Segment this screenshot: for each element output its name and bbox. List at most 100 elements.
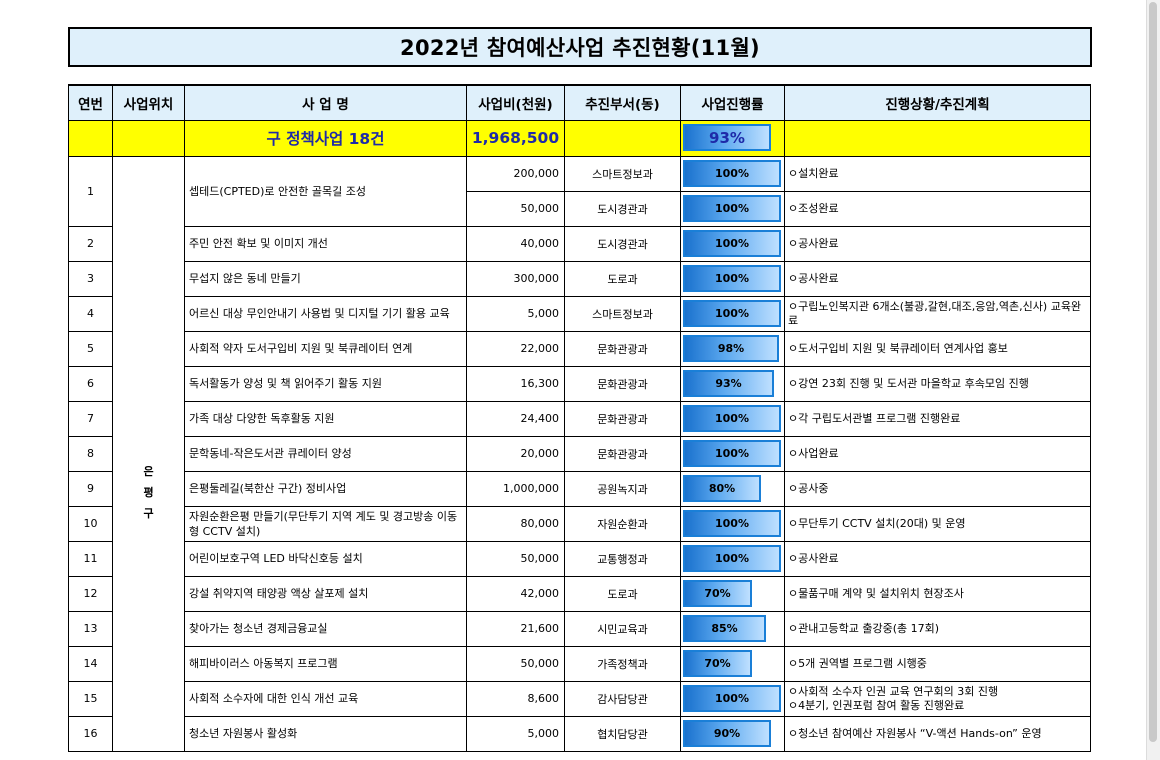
progress-bar-track: 100% xyxy=(682,192,784,225)
progress-bar-track: 100% xyxy=(682,682,784,715)
progress-bar: 100% xyxy=(683,300,781,327)
project-amount-cell: 80,000 xyxy=(466,505,565,542)
col-header-status: 진행상황/추진계획 xyxy=(784,84,1091,121)
table-row: 8 문학동네-작은도서관 큐레이터 양성 20,000 문화관광과 100% ㅇ사업완료 xyxy=(68,435,1091,472)
project-status-cell: ㅇ공사완료 xyxy=(784,540,1091,577)
summary-location-cell xyxy=(112,119,185,157)
location-cell: 은 평 구 xyxy=(112,155,185,752)
project-status-cell: ㅇ무단투기 CCTV 설치(20대) 및 운영 xyxy=(784,505,1091,542)
row-no-cell: 6 xyxy=(68,365,113,402)
row-no-cell: 9 xyxy=(68,470,113,507)
project-amount-cell: 1,000,000 xyxy=(466,470,565,507)
progress-bar: 98% xyxy=(683,335,779,362)
project-amount-cell: 50,000 xyxy=(466,190,565,227)
row-no-cell: 13 xyxy=(68,610,113,647)
project-status-cell: ㅇ관내고등학교 출강중(총 17회) xyxy=(784,610,1091,647)
project-status-cell: ㅇ강연 23회 진행 및 도서관 마을학교 후속모임 진행 xyxy=(784,365,1091,402)
progress-cell: 80% xyxy=(680,470,785,507)
progress-bar: 100% xyxy=(683,160,781,187)
page-title: 2022년 참여예산사업 추진현황(11월) xyxy=(400,36,760,60)
progress-bar: 70% xyxy=(683,650,752,677)
progress-bar: 100% xyxy=(683,685,781,712)
progress-cell: 85% xyxy=(680,610,785,647)
project-dept-cell: 문화관광과 xyxy=(564,435,681,472)
project-amount-cell: 20,000 xyxy=(466,435,565,472)
progress-cell: 100% xyxy=(680,295,785,332)
summary-no-cell xyxy=(68,119,113,157)
progress-bar-track: 100% xyxy=(682,227,784,260)
project-dept-cell: 스마트정보과 xyxy=(564,155,681,192)
progress-bar: 100% xyxy=(683,195,781,222)
progress-bar: 100% xyxy=(683,405,781,432)
project-dept-cell: 도로과 xyxy=(564,575,681,612)
project-name-cell: 주민 안전 확보 및 이미지 개선 xyxy=(184,225,467,262)
progress-label: 100% xyxy=(715,237,749,250)
project-amount-cell: 24,400 xyxy=(466,400,565,437)
project-name-cell: 해피바이러스 아동복지 프로그램 xyxy=(184,645,467,682)
summary-row: 구 정책사업 18건 1,968,500 93% xyxy=(68,119,1091,157)
progress-label: 100% xyxy=(715,552,749,565)
progress-label: 100% xyxy=(715,167,749,180)
table-row: 10 자원순환은평 만들기(무단투기 지역 계도 및 경고방송 이동형 CCTV … xyxy=(68,505,1091,542)
project-name-cell: 자원순환은평 만들기(무단투기 지역 계도 및 경고방송 이동형 CCTV 설치… xyxy=(184,505,467,542)
col-header-location: 사업위치 xyxy=(112,84,185,121)
progress-bar-track: 98% xyxy=(682,332,784,365)
project-dept-cell: 공원녹지과 xyxy=(564,470,681,507)
project-amount-cell: 16,300 xyxy=(466,365,565,402)
project-name-cell: 문학동네-작은도서관 큐레이터 양성 xyxy=(184,435,467,472)
progress-cell: 100% xyxy=(680,400,785,437)
project-dept-cell: 도시경관과 xyxy=(564,190,681,227)
table-row: 14 해피바이러스 아동복지 프로그램 50,000 가족정책과 70% ㅇ5개 권역별 … xyxy=(68,645,1091,682)
progress-label: 100% xyxy=(715,412,749,425)
progress-bar-track: 100% xyxy=(682,402,784,435)
project-dept-cell: 문화관광과 xyxy=(564,330,681,367)
vertical-scrollbar[interactable] xyxy=(1146,0,1160,760)
row-no-cell: 2 xyxy=(68,225,113,262)
scrollbar-thumb[interactable] xyxy=(1149,2,1157,742)
project-dept-cell: 교통행정과 xyxy=(564,540,681,577)
col-header-name: 사 업 명 xyxy=(184,84,467,121)
header-row: 연번 사업위치 사 업 명 사업비(천원) 추진부서(동) 사업진행률 진행상황… xyxy=(68,84,1091,121)
summary-progress-cell: 93% xyxy=(680,119,785,157)
progress-bar-track: 70% xyxy=(682,647,784,680)
progress-label: 100% xyxy=(715,307,749,320)
col-header-no: 연번 xyxy=(68,84,113,121)
project-dept-cell: 감사담당관 xyxy=(564,680,681,717)
project-status-cell: ㅇ조성완료 xyxy=(784,190,1091,227)
project-name-cell: 찾아가는 청소년 경제금융교실 xyxy=(184,610,467,647)
project-name-cell: 청소년 자원봉사 활성화 xyxy=(184,715,467,752)
project-amount-cell: 50,000 xyxy=(466,540,565,577)
progress-cell: 100% xyxy=(680,190,785,227)
project-dept-cell: 도로과 xyxy=(564,260,681,297)
progress-label: 70% xyxy=(704,587,731,600)
row-no-cell: 10 xyxy=(68,505,113,542)
progress-cell: 100% xyxy=(680,225,785,262)
progress-bar-track: 100% xyxy=(682,262,784,295)
progress-label: 93% xyxy=(715,377,742,390)
project-status-cell: ㅇ각 구립도서관별 프로그램 진행완료 xyxy=(784,400,1091,437)
row-no-cell: 5 xyxy=(68,330,113,367)
progress-bar: 70% xyxy=(683,580,752,607)
project-dept-cell: 자원순환과 xyxy=(564,505,681,542)
project-status-cell: ㅇ5개 권역별 프로그램 시행중 xyxy=(784,645,1091,682)
project-status-cell: ㅇ공사완료 xyxy=(784,225,1091,262)
progress-bar: 93% xyxy=(683,370,774,397)
project-amount-cell: 5,000 xyxy=(466,715,565,752)
project-amount-cell: 40,000 xyxy=(466,225,565,262)
project-status-cell: ㅇ구립노인복지관 6개소(불광,갈현,대조,응암,역촌,신사) 교육완료 xyxy=(784,295,1091,332)
row-no-cell: 8 xyxy=(68,435,113,472)
project-amount-cell: 5,000 xyxy=(466,295,565,332)
progress-label: 100% xyxy=(715,517,749,530)
progress-cell: 70% xyxy=(680,645,785,682)
progress-bar: 85% xyxy=(683,615,766,642)
project-name-cell: 무섭지 않은 동네 만들기 xyxy=(184,260,467,297)
table-row: 12 강설 취약지역 태양광 액상 살포제 설치 42,000 도로과 70% ㅇ물품구매… xyxy=(68,575,1091,612)
progress-bar: 100% xyxy=(683,265,781,292)
progress-bar-track: 93% xyxy=(682,367,784,400)
project-amount-cell: 200,000 xyxy=(466,155,565,192)
progress-cell: 100% xyxy=(680,680,785,717)
progress-bar-track: 100% xyxy=(682,437,784,470)
row-no-cell: 1 xyxy=(68,155,113,227)
progress-bar: 80% xyxy=(683,475,761,502)
